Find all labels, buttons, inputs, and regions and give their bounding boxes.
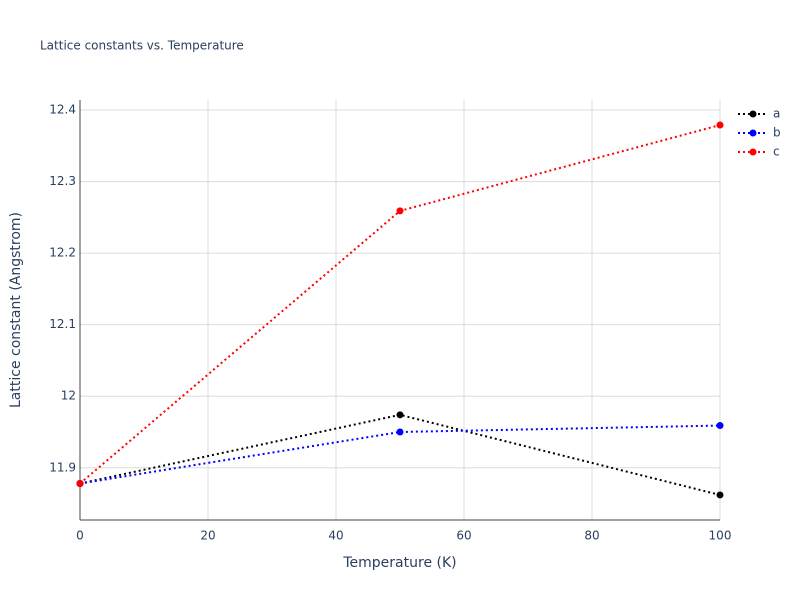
data-point	[396, 428, 404, 436]
data-point	[396, 411, 404, 419]
x-tick-label: 100	[709, 529, 732, 543]
legend-marker	[749, 129, 757, 137]
y-tick-label: 11.9	[49, 460, 76, 474]
x-tick-label: 20	[200, 529, 215, 543]
data-point	[716, 422, 724, 430]
chart-title: Lattice constants vs. Temperature	[40, 39, 244, 53]
x-tick-label: 60	[456, 529, 471, 543]
x-tick-label: 40	[328, 529, 343, 543]
legend-label: b	[773, 126, 781, 140]
x-tick-label: 80	[584, 529, 599, 543]
y-tick-label: 12.3	[49, 174, 76, 188]
x-axis-title: Temperature (K)	[342, 555, 456, 571]
y-tick-label: 12	[61, 389, 76, 403]
y-tick-label: 12.2	[49, 246, 76, 260]
y-tick-label: 12.1	[49, 317, 76, 331]
legend-label: a	[773, 107, 780, 121]
y-axis-title: Lattice constant (Angstrom)	[8, 212, 24, 408]
legend-label: c	[773, 145, 780, 159]
y-tick-label: 12.4	[49, 103, 76, 117]
data-point	[76, 480, 84, 488]
data-point	[716, 491, 724, 499]
series-line	[79, 413, 721, 496]
x-tick-label: 0	[76, 529, 84, 543]
legend-marker	[749, 110, 757, 118]
data-point	[396, 207, 404, 215]
legend-marker	[749, 148, 757, 156]
data-point	[716, 121, 724, 129]
